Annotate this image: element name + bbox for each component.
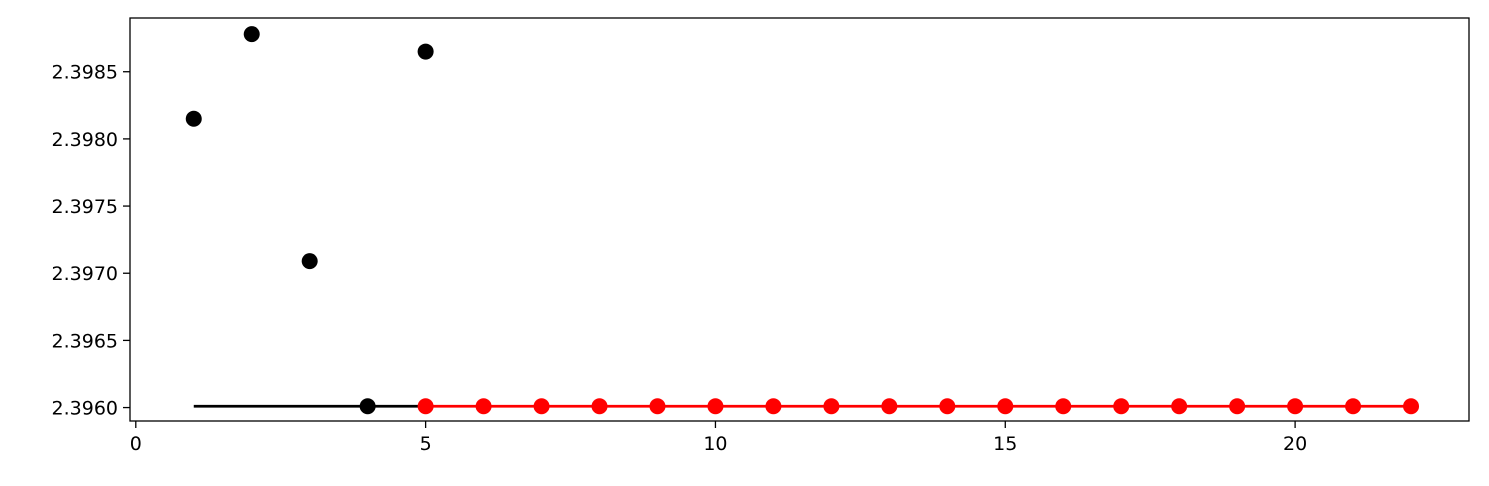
series-2-point (649, 398, 666, 415)
series-0-point (301, 253, 318, 270)
series-2-point (475, 398, 492, 415)
x-tick-label: 0 (130, 433, 142, 455)
y-tick-label: 2.3960 (52, 398, 118, 420)
y-tick-label: 2.3970 (52, 263, 118, 285)
x-axis-ticks: 0 5 10 15 20 (130, 421, 1307, 455)
series-0-point (243, 26, 260, 43)
y-tick-label: 2.3965 (52, 330, 118, 352)
y-tick-label: 2.3980 (52, 129, 118, 151)
x-tick-label: 10 (703, 433, 727, 455)
series-2-point (1171, 398, 1188, 415)
series-2-point (1113, 398, 1130, 415)
series-layer (185, 26, 1420, 415)
series-2-point (591, 398, 608, 415)
plot-frame (129, 17, 1470, 422)
series-2-point (1287, 398, 1304, 415)
series-2-point (997, 398, 1014, 415)
series-2-point (533, 398, 550, 415)
series-2-point (417, 398, 434, 415)
series-2-point (881, 398, 898, 415)
series-2-point (939, 398, 956, 415)
x-tick-label: 20 (1283, 433, 1307, 455)
series-0-point (185, 110, 202, 127)
plot-background (130, 18, 1469, 421)
series-2-point (1403, 398, 1420, 415)
y-tick-label: 2.3975 (52, 196, 118, 218)
series-2-point (1345, 398, 1362, 415)
x-tick-label: 15 (993, 433, 1017, 455)
series-0-point (417, 43, 434, 60)
x-tick-label: 5 (420, 433, 432, 455)
series-2-point (707, 398, 724, 415)
series-2-point (1229, 398, 1246, 415)
series-2-point (765, 398, 782, 415)
series-2-point (823, 398, 840, 415)
y-tick-label: 2.3985 (52, 62, 118, 84)
y-axis-ticks: 2.3960 2.3965 2.3970 2.3975 2.3980 2.3985 (52, 62, 130, 420)
series-2-point (1055, 398, 1072, 415)
